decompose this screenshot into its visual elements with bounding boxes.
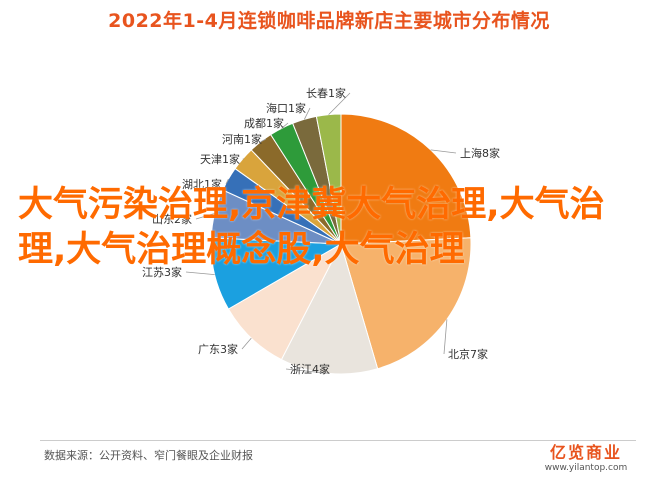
slice-label: 山东2家 [152,212,192,226]
slice-label: 成都1家 [244,116,284,130]
leader-line [241,337,252,350]
leader-line [443,319,448,355]
source-note: 数据来源：公开资料、窄门餐眼及企业财报 [44,449,253,462]
leader-lines [185,92,457,374]
overlay-watermark-text: 大气污染治理,京津冀大气治理,大气治理,大气治理概念股,大气治理 [18,185,605,270]
slice-label: 北京7家 [448,347,488,361]
brand-logo: 亿览商业 www.yilantop.com [536,444,636,474]
slice-label: 上海8家 [460,146,500,160]
brand-name: 亿览商业 [549,443,622,462]
slice-label: 湖北1家 [182,177,222,191]
slice-label: 天津1家 [200,152,240,166]
footer-divider [40,440,636,441]
leader-line [281,122,289,129]
pie-slice [340,113,472,245]
leader-line [225,178,229,185]
slice-label: 广东3家 [198,342,238,356]
slice-label: 浙江4家 [290,362,330,376]
leader-line [285,368,329,374]
leader-line [195,213,215,220]
pie-slice [340,237,472,370]
slice-label: 长春1家 [306,86,346,100]
leader-line [430,149,457,154]
chart-title: 2022年1-4月连锁咖啡品牌新店主要城市分布情况 [108,10,550,32]
slice-label: 海口1家 [266,101,306,115]
slice-label: 河南1家 [222,132,262,146]
pie-slice [280,242,379,375]
leader-line [185,271,215,275]
pie-slices [210,113,472,375]
leader-line [260,138,267,143]
leader-line [304,107,311,120]
slice-label: 江苏3家 [142,265,182,279]
leader-line [328,92,351,115]
brand-url: www.yilantop.com [544,463,628,473]
